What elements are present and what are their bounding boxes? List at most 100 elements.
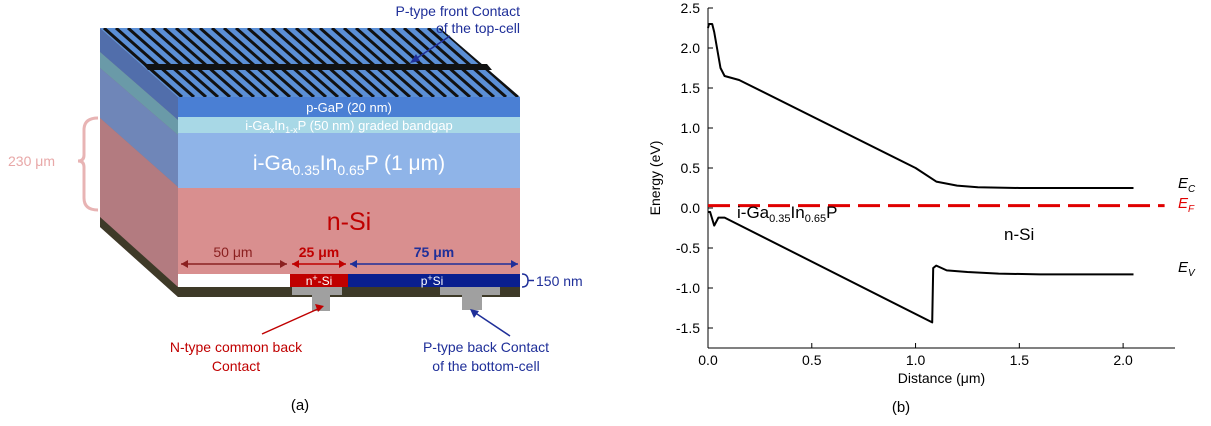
x-axis-label: Distance (μm)	[898, 370, 985, 386]
grid-finger	[211, 28, 291, 97]
series-layer	[707, 23, 1165, 324]
nplus-region	[290, 274, 348, 287]
grid-finger	[151, 28, 231, 97]
grid-finger	[103, 28, 183, 97]
x-tick-label: 1.0	[906, 352, 926, 368]
left-side-top-layers	[100, 28, 178, 120]
y-tick-label: 2.5	[681, 0, 701, 16]
n-back-arrowhead	[315, 304, 324, 312]
grid-finger	[367, 28, 447, 97]
band-diagram-chart: 2.5 2.0 1.5 1.0 0.5 0.0 -0.5 -1.0 -1.5 0.0 0.5 1.0 1…	[647, 0, 1196, 416]
grid-finger	[295, 28, 375, 97]
x-tick-label: 0.0	[698, 352, 718, 368]
grid-finger	[127, 28, 207, 97]
grid-finger	[524, 28, 600, 97]
caption-b: (b)	[892, 399, 910, 416]
label-dim-25: 25 μm	[299, 244, 339, 260]
layer-nsi	[178, 188, 520, 274]
label-thickness: 230 μm	[8, 153, 55, 169]
grid-finger	[355, 28, 435, 97]
y-tick-label: -0.5	[676, 240, 700, 256]
dim-50-arrow	[181, 260, 287, 268]
label-p-back-1: P-type back Contact	[423, 339, 549, 355]
label-dim-150: 150 nm	[536, 273, 583, 289]
y-tick-label: -1.5	[676, 320, 700, 336]
label-pplus: p+Si	[421, 273, 444, 288]
x-tick-label: 2.0	[1113, 352, 1133, 368]
layer-gainp	[178, 133, 520, 188]
band-diagram-panel: 2.5 2.0 1.5 1.0 0.5 0.0 -0.5 -1.0 -1.5 0.0 0.5 1.0 1…	[600, 0, 1211, 421]
grid-finger	[403, 28, 483, 97]
label-n-back-2: Contact	[212, 358, 260, 374]
base-layer	[178, 287, 520, 297]
left-side-base	[100, 217, 178, 297]
caption-a: (a)	[291, 397, 309, 414]
grid-finger	[283, 28, 363, 97]
left-side-nsi	[100, 118, 178, 287]
label-graded: i-GaxIn1-xP (50 nm) graded bandgap	[245, 118, 453, 135]
layer-graded	[178, 117, 520, 133]
dim-75-arrow	[350, 260, 518, 268]
grid-finger	[319, 28, 399, 97]
p-back-contact-pad	[440, 287, 500, 295]
dim-25-arrow	[292, 260, 346, 268]
label-front-contact-1: P-type front Contact	[395, 3, 520, 19]
grid-finger	[391, 28, 471, 97]
grid-finger	[511, 28, 520, 97]
layer-p-gap	[178, 97, 520, 117]
grid-finger	[223, 28, 303, 97]
label-nsi: n-Si	[327, 208, 371, 236]
label-ev: EV	[1178, 259, 1196, 279]
label-ef: EF	[1178, 195, 1195, 215]
series-e-v	[708, 211, 1134, 324]
left-side-graded	[100, 52, 178, 135]
x-tick-label: 0.5	[802, 352, 822, 368]
label-dim-75: 75 μm	[414, 244, 454, 260]
grid-finger	[271, 28, 351, 97]
label-n-back-1: N-type common back	[170, 339, 303, 355]
label-p-back-2: of the bottom-cell	[432, 358, 539, 374]
label-gainp: i-Ga0.35In0.65P (1 μm)	[253, 152, 445, 178]
grid-finger	[415, 28, 495, 97]
label-front-contact-2: of the top-cell	[436, 20, 520, 36]
p-back-contact-stem	[462, 295, 482, 310]
label-dim-50: 50 μm	[213, 244, 252, 260]
axis-ticks: 2.5 2.0 1.5 1.0 0.5 0.0 -0.5 -1.0 -1.5 0.0 0.5 1.0 1…	[676, 0, 1133, 368]
bracket-150nm	[521, 273, 534, 288]
grid-finger	[307, 28, 387, 97]
grid-finger	[259, 28, 339, 97]
label-nplus: n+-Si	[306, 273, 333, 288]
front-bus-bar	[143, 64, 492, 70]
grid-finger	[379, 28, 459, 97]
n-back-arrow	[261, 307, 321, 335]
y-tick-label: 0.5	[681, 160, 701, 176]
annotation-gainp: i-Ga0.35In0.65P	[737, 203, 838, 225]
grid-finger	[163, 28, 243, 97]
front-contact-arrowhead	[410, 54, 420, 63]
grid-finger	[331, 28, 411, 97]
grid-finger	[175, 28, 255, 97]
y-tick-label: -1.0	[676, 280, 700, 296]
p-back-arrowhead	[470, 309, 479, 318]
device-schematic: p-GaP (20 nm) i-GaxIn1-xP (50 nm) graded…	[8, 3, 600, 414]
grid-finger	[187, 28, 267, 97]
grid-finger	[139, 28, 219, 97]
grid-finger	[115, 28, 195, 97]
y-tick-label: 1.0	[681, 120, 701, 136]
x-tick-label: 1.5	[1010, 352, 1030, 368]
y-tick-label: 0.0	[681, 200, 701, 216]
y-tick-label: 2.0	[681, 40, 701, 56]
left-side-gainp	[100, 68, 178, 187]
front-contact-arrow	[413, 35, 451, 61]
brace-230um	[77, 116, 99, 212]
label-ec: EC	[1178, 175, 1196, 195]
pplus-region	[348, 274, 520, 287]
grid-finger	[247, 28, 327, 97]
n-back-contact-pad	[292, 287, 342, 295]
grid-finger	[235, 28, 315, 97]
grid-finger	[499, 28, 520, 97]
label-p-gap: p-GaP (20 nm)	[306, 100, 392, 115]
series-e-c	[707, 23, 1134, 189]
grid-finger	[427, 28, 507, 97]
grid-finger	[199, 28, 279, 97]
